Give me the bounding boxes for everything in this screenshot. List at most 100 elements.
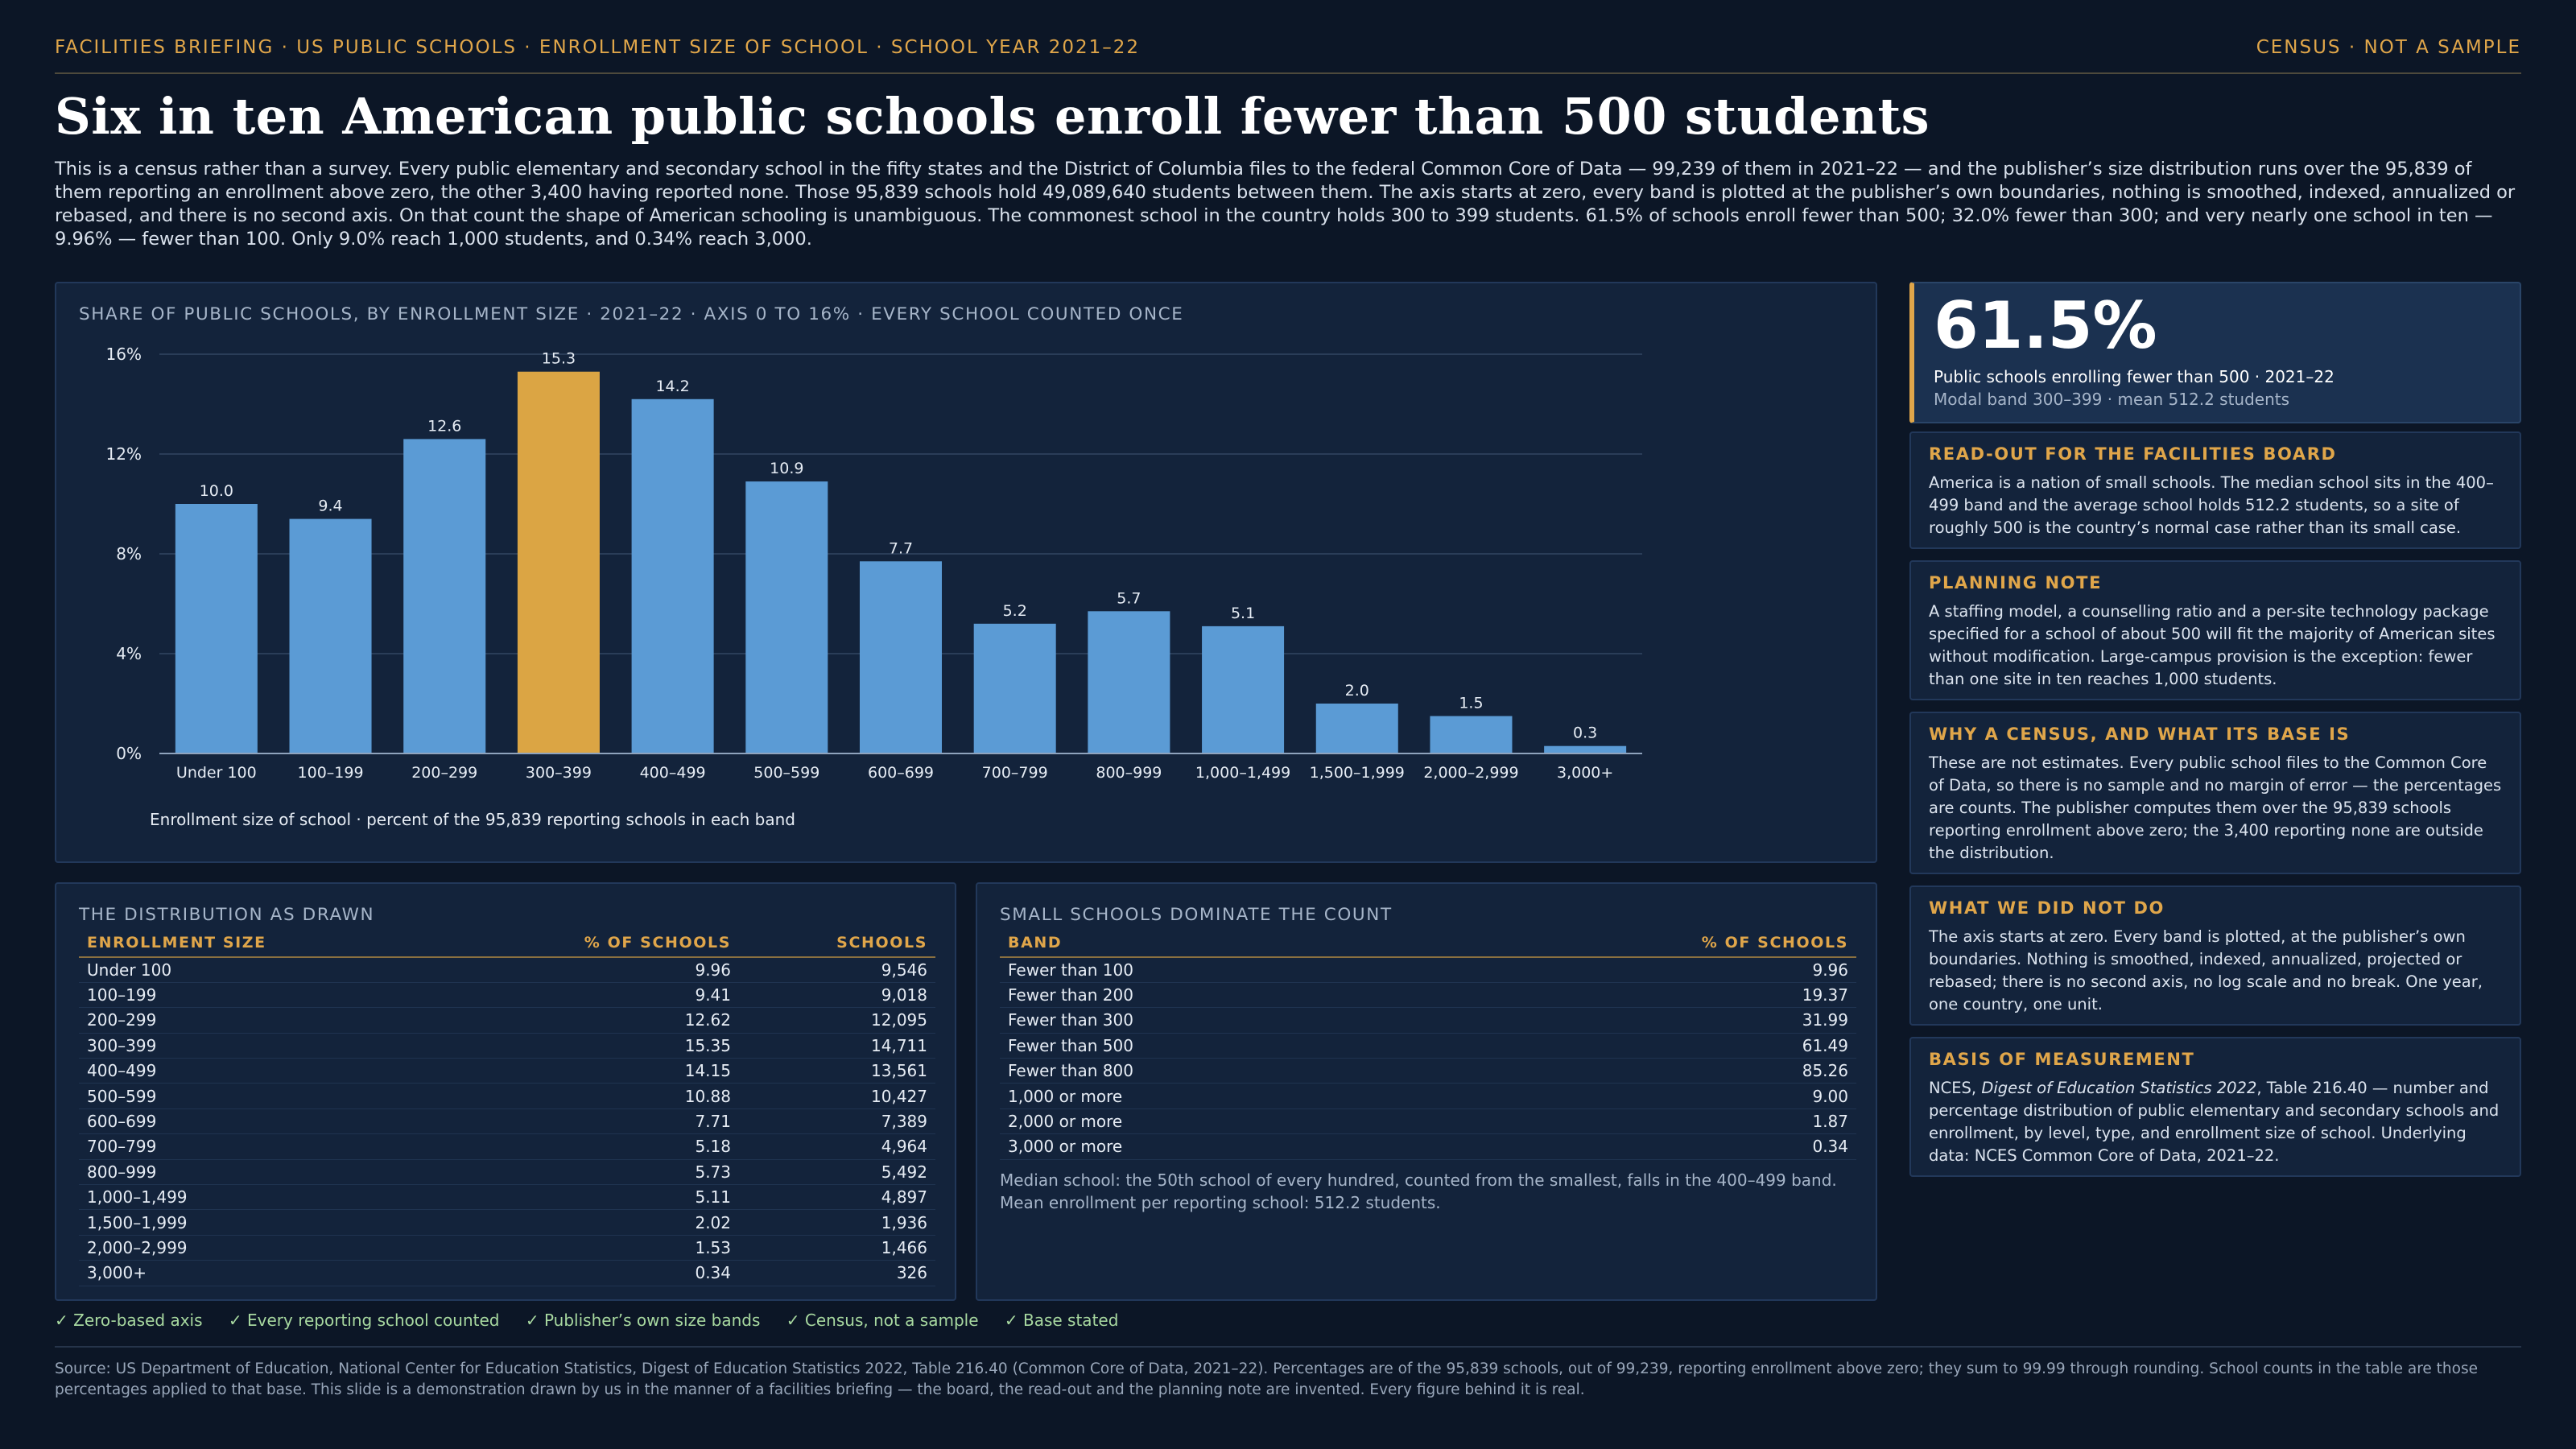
table-row: 3,000+ 0.34 326 [79,1260,935,1286]
cumulative-table-panel: SMALL SCHOOLS DOMINATE THE COUNT BAND % … [976,882,1877,1301]
check-item: ✓ Every reporting school counted [228,1311,500,1330]
data-label: 2.0 [1345,682,1369,700]
table-cell: 5.73 [530,1159,739,1186]
column-header: % OF SCHOOLS [530,932,739,958]
table-row: Fewer than 300 31.99 [1000,1007,1856,1034]
table-cell: 300–399 [79,1033,530,1059]
table-cell: 9.00 [1398,1083,1856,1109]
table-cell: Under 100 [79,957,530,983]
table-cell: 4,964 [739,1133,935,1160]
table-cell: 9.96 [1398,957,1856,983]
table-cell: 1.53 [530,1235,739,1261]
table-cell: 9.41 [530,982,739,1009]
table-cell: Fewer than 500 [1000,1033,1398,1059]
table-cell: 14.15 [530,1058,739,1084]
table-row: Under 100 9.96 9,546 [79,957,935,983]
card-heading: READ-OUT FOR THE FACILITIES BOARD [1929,444,2337,464]
table-cell: 10.88 [530,1083,739,1109]
table1-title: THE DISTRIBUTION AS DRAWN [79,905,375,925]
data-label: 5.1 [1231,605,1255,622]
kpi-sub: Modal band 300–399 · mean 512.2 students [1934,390,2290,409]
bar [1315,704,1398,753]
column-header: BAND [1000,932,1398,958]
table-row: 200–299 12.62 12,095 [79,1007,935,1034]
table-row: 700–799 5.18 4,964 [79,1133,935,1160]
table-cell: 600–699 [79,1108,530,1135]
data-label: 1.5 [1459,695,1483,712]
table-cell: 14,711 [739,1033,935,1059]
x-tick-label: 500–599 [753,764,819,782]
table-cell: 9,018 [739,982,935,1009]
bar [403,439,486,753]
data-label: 12.6 [427,417,461,435]
data-label: 10.9 [770,460,803,477]
table-cell: 31.99 [1398,1007,1856,1034]
bar [1544,745,1627,753]
distribution-table: ENROLLMENT SIZE % OF SCHOOLS SCHOOLS Und… [79,932,935,1286]
bar [175,504,258,753]
table-cell: 500–599 [79,1083,530,1109]
table-row: 800–999 5.73 5,492 [79,1159,935,1186]
table-cell: 0.34 [530,1260,739,1286]
bar [1430,716,1513,753]
check-item: ✓ Publisher’s own size bands [525,1311,761,1330]
basis-title: Digest of Education Statistics 2022 [1981,1079,2257,1097]
bar [745,481,828,753]
card-body: NCES, Digest of Education Statistics 202… [1929,1077,2504,1167]
x-tick-label: Under 100 [176,764,257,782]
table-row: 3,000 or more 0.34 [1000,1133,1856,1160]
data-label: 10.0 [200,482,233,500]
chart-panel-title: SHARE OF PUBLIC SCHOOLS, BY ENROLLMENT S… [79,304,1184,324]
check-item: ✓ Census, not a sample [786,1311,979,1330]
table-cell: Fewer than 100 [1000,957,1398,983]
card-body: The axis starts at zero. Every band is p… [1929,927,2483,1013]
page-title: Six in ten American public schools enrol… [55,87,1930,146]
top-bar: FACILITIES BRIEFING · US PUBLIC SCHOOLS … [55,35,2521,74]
card-planning: PLANNING NOTE A staffing model, a counse… [1909,560,2521,700]
card-body: A staffing model, a counselling ratio an… [1929,602,2496,688]
table-cell: Fewer than 200 [1000,982,1398,1009]
y-tick-label: 8% [116,544,142,564]
card-body: America is a nation of small schools. Th… [1929,473,2494,537]
table-cell: 700–799 [79,1133,530,1160]
table-cell: 1,936 [739,1209,935,1236]
table-row: Fewer than 500 61.49 [1000,1033,1856,1059]
x-tick-label: 400–499 [640,764,706,782]
table-cell: 15.35 [530,1033,739,1059]
bar [631,398,714,753]
table-row: 300–399 15.35 14,711 [79,1033,935,1059]
table-cell: 100–199 [79,982,530,1009]
card-readout: READ-OUT FOR THE FACILITIES BOARD Americ… [1909,431,2521,549]
check-item: ✓ Base stated [1004,1311,1119,1330]
table-cell: 5.11 [530,1184,739,1211]
table-cell: 4,897 [739,1184,935,1211]
table-cell: 1,000–1,499 [79,1184,530,1211]
y-tick-label: 0% [116,744,142,763]
card-basis: BASIS OF MEASUREMENT NCES, Digest of Edu… [1909,1037,2521,1177]
y-tick-label: 12% [106,444,142,464]
table-row: 400–499 14.15 13,561 [79,1058,935,1084]
x-tick-label: 3,000+ [1557,764,1613,782]
table-cell: 61.49 [1398,1033,1856,1059]
check-item: ✓ Zero-based axis [55,1311,203,1330]
distribution-table-panel: THE DISTRIBUTION AS DRAWN ENROLLMENT SIZ… [55,882,956,1301]
data-label: 9.4 [318,497,342,515]
x-tick-label: 300–399 [526,764,592,782]
table-row: 100–199 9.41 9,018 [79,982,935,1009]
table-cell: Fewer than 800 [1000,1058,1398,1084]
table-cell: 400–499 [79,1058,530,1084]
page: FACILITIES BRIEFING · US PUBLIC SCHOOLS … [55,0,2521,1449]
table-row: 1,500–1,999 2.02 1,936 [79,1209,935,1236]
basis-text: , Table 216.40 — number and percentage d… [1929,1079,2500,1165]
data-label: 5.2 [1003,602,1027,620]
data-label: 14.2 [655,378,689,395]
x-tick-label: 100–199 [298,764,364,782]
divider [55,1346,2521,1348]
table-row: 500–599 10.88 10,427 [79,1083,935,1109]
bar [973,623,1056,753]
table-cell: 10,427 [739,1083,935,1109]
checklist: ✓ Zero-based axis ✓ Every reporting scho… [55,1311,1139,1330]
table-row: 2,000–2,999 1.53 1,466 [79,1235,935,1261]
column-header: SCHOOLS [739,932,935,958]
table-cell: 19.37 [1398,982,1856,1009]
